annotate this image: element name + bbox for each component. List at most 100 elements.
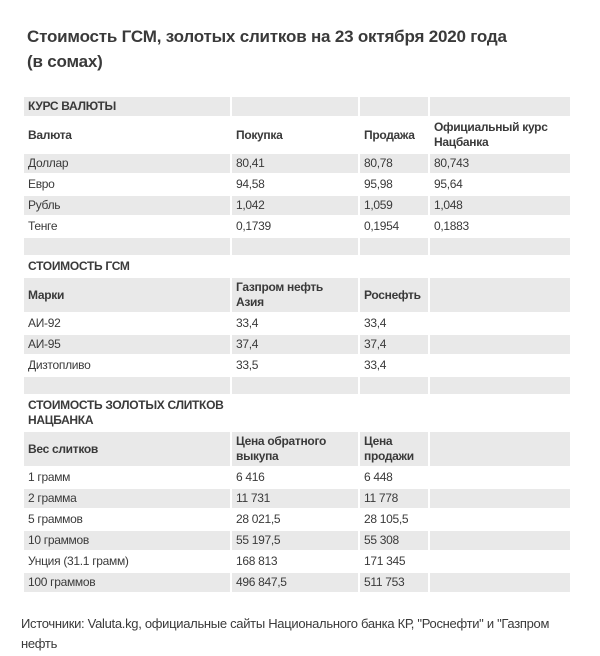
table-cell: 55 197,5 (232, 531, 358, 550)
table-cell (430, 531, 570, 550)
table-cell: 33,4 (236, 316, 259, 330)
page-title-line2: (в сомах) (27, 52, 103, 71)
section-title-cell (232, 257, 358, 276)
table-row: Тенге 0,1739 0,1954 0,1883 (24, 217, 570, 236)
table-row: Вес слитков Цена обратного выкупа Цена про… (24, 432, 570, 466)
table-cell: 6 416 (236, 470, 265, 484)
spacer-cell (232, 238, 358, 255)
table-cell: 33,4 (364, 358, 387, 372)
column-header-cell: Цена обратного выкупа (232, 432, 358, 466)
table-cell: 28 021,5 (236, 512, 281, 526)
section-title-cell (360, 257, 428, 276)
table-cell: 2 грамма (24, 489, 230, 508)
column-header-cell (430, 432, 570, 466)
column-header-cell: Роснефть (360, 278, 428, 312)
table-cell: 80,41 (232, 154, 358, 173)
table-row: Доллар 80,41 80,78 80,743 (24, 154, 570, 173)
table-cell: 5 граммов (28, 512, 83, 526)
section-title-cell (430, 257, 570, 276)
spacer-cell (360, 377, 428, 394)
table-cell: 6 448 (364, 470, 393, 484)
table-cell: 511 753 (360, 573, 428, 592)
table-cell: 0,1954 (364, 219, 399, 233)
table-row: АИ-92 33,4 33,4 (24, 314, 570, 333)
section-title-cell (232, 396, 358, 430)
sources-note: Источники: Valuta.kg, официальные сайты … (21, 614, 572, 656)
table-cell: 10 граммов (24, 531, 230, 550)
column-header-cell: Покупка (236, 127, 283, 142)
spacer-cell (24, 238, 230, 255)
table-cell: 1,042 (232, 196, 358, 215)
table-cell: 1 грамм (28, 470, 71, 484)
spacer-cell (24, 377, 230, 394)
table-row: СТОИМОСТЬ ЗОЛОТЫХ СЛИТКОВ НАЦБАНКА (24, 396, 570, 430)
table-row: КУРС ВАЛЮТЫ (24, 97, 570, 116)
spacer-cell (430, 377, 570, 394)
table-cell: 1,059 (360, 196, 428, 215)
table-row: Унция (31.1 грамм) 168 813 171 345 (24, 552, 570, 571)
column-header-cell: Марки (24, 278, 230, 312)
table-cell: 11 731 (232, 489, 358, 508)
column-header-cell: Вес слитков (24, 432, 230, 466)
table-cell: 171 345 (364, 554, 406, 568)
table-row: СТОИМОСТЬ ГСМ (24, 257, 570, 276)
spacer-cell (360, 238, 428, 255)
table-cell: 94,58 (236, 177, 265, 191)
table-cell: Рубль (24, 196, 230, 215)
section-title-cell: СТОИМОСТЬ ГСМ (28, 259, 130, 273)
section-title-cell (360, 97, 428, 116)
table-cell: АИ-92 (28, 316, 61, 330)
table-row: 5 граммов 28 021,5 28 105,5 (24, 510, 570, 529)
table-cell: Доллар (24, 154, 230, 173)
table-cell (430, 468, 570, 487)
table-cell: 100 граммов (24, 573, 230, 592)
section-title-cell (430, 97, 570, 116)
page-title: Стоимость ГСМ, золотых слитков на 23 окт… (27, 24, 572, 74)
table-row (24, 377, 570, 394)
rates-table-body: КУРС ВАЛЮТЫ Валюта Покупка Продажа Официальн… (24, 97, 570, 592)
table-cell: Унция (31.1 грамм) (28, 554, 129, 568)
table-cell (430, 510, 570, 529)
table-cell: 11 778 (360, 489, 428, 508)
table-cell: 168 813 (236, 554, 278, 568)
table-cell: 55 308 (360, 531, 428, 550)
spacer-cell (232, 377, 358, 394)
table-cell (430, 335, 570, 354)
table-row: Марки Газпром нефть Азия Роснефть (24, 278, 570, 312)
table-cell: 0,1739 (236, 219, 271, 233)
column-header-cell: Газпром нефть Азия (232, 278, 358, 312)
section-title-cell: КУРС ВАЛЮТЫ (24, 97, 230, 116)
table-cell: 0,1883 (434, 219, 469, 233)
spacer-cell (430, 238, 570, 255)
infographic-page: Стоимость ГСМ, золотых слитков на 23 окт… (0, 24, 600, 656)
table-cell: 496 847,5 (232, 573, 358, 592)
table-row: Евро 94,58 95,98 95,64 (24, 175, 570, 194)
table-cell: Тенге (28, 219, 58, 233)
table-cell (430, 314, 570, 333)
section-title-cell (232, 97, 358, 116)
table-cell: 80,743 (430, 154, 570, 173)
table-cell: Евро (28, 177, 55, 191)
table-row: Рубль 1,042 1,059 1,048 (24, 196, 570, 215)
table-cell (430, 573, 570, 592)
column-header-cell: Продажа (364, 127, 415, 142)
table-row: 100 граммов 496 847,5 511 753 (24, 573, 570, 592)
table-cell: 33,5 (236, 358, 259, 372)
section-title-cell (360, 396, 428, 430)
table-row: Дизтопливо 33,5 33,4 (24, 356, 570, 375)
table-cell: 37,4 (360, 335, 428, 354)
table-cell: 28 105,5 (364, 512, 409, 526)
table-cell (430, 356, 570, 375)
column-header-cell: Цена продажи (360, 432, 428, 466)
table-cell (430, 552, 570, 571)
table-row: 1 грамм 6 416 6 448 (24, 468, 570, 487)
table-row: АИ-95 37,4 37,4 (24, 335, 570, 354)
page-title-line1: Стоимость ГСМ, золотых слитков на 23 окт… (27, 27, 507, 46)
table-cell: 95,64 (434, 177, 463, 191)
section-title-cell (430, 396, 570, 430)
table-row: 2 грамма 11 731 11 778 (24, 489, 570, 508)
table-cell: АИ-95 (24, 335, 230, 354)
table-row: Валюта Покупка Продажа Официальный курс Нац… (24, 118, 570, 152)
section-title-cell: СТОИМОСТЬ ЗОЛОТЫХ СЛИТКОВ НАЦБАНКА (28, 398, 224, 427)
column-header-cell: Валюта (28, 127, 72, 142)
